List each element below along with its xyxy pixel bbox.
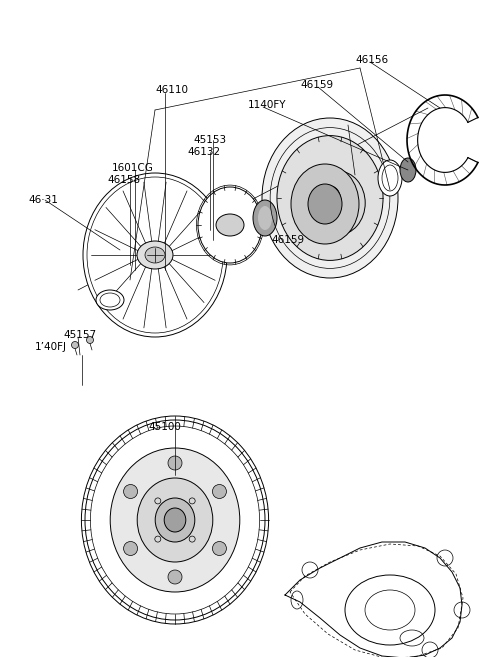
Circle shape — [123, 484, 138, 499]
Ellipse shape — [164, 508, 186, 532]
Text: 46159: 46159 — [271, 235, 304, 245]
Ellipse shape — [400, 158, 416, 182]
Ellipse shape — [216, 214, 244, 236]
Text: 45157: 45157 — [63, 330, 96, 340]
Circle shape — [213, 484, 227, 499]
Ellipse shape — [137, 478, 213, 562]
Text: 1140FY: 1140FY — [248, 100, 287, 110]
Ellipse shape — [110, 448, 240, 592]
Circle shape — [72, 342, 79, 348]
Ellipse shape — [145, 247, 165, 263]
Text: 45153: 45153 — [193, 135, 226, 145]
Ellipse shape — [291, 164, 359, 244]
Ellipse shape — [258, 206, 272, 230]
Ellipse shape — [320, 186, 340, 210]
Circle shape — [86, 336, 94, 344]
Text: 1’40FJ: 1’40FJ — [35, 342, 67, 352]
Text: 1601CG: 1601CG — [112, 163, 154, 173]
Ellipse shape — [96, 290, 124, 310]
Text: 46156: 46156 — [355, 55, 388, 65]
Text: 46110: 46110 — [155, 85, 188, 95]
Circle shape — [123, 541, 138, 556]
Ellipse shape — [85, 420, 265, 620]
Text: 46·31: 46·31 — [28, 195, 58, 205]
Ellipse shape — [308, 184, 342, 224]
Circle shape — [213, 541, 227, 556]
Ellipse shape — [155, 498, 195, 542]
Ellipse shape — [311, 171, 365, 235]
Ellipse shape — [198, 187, 262, 263]
Ellipse shape — [262, 118, 398, 278]
Ellipse shape — [137, 241, 173, 269]
Ellipse shape — [253, 200, 277, 236]
Circle shape — [168, 456, 182, 470]
Text: 46159: 46159 — [300, 80, 333, 90]
Ellipse shape — [378, 160, 402, 196]
Circle shape — [168, 570, 182, 584]
Text: 46132: 46132 — [187, 147, 220, 157]
Text: 46158: 46158 — [107, 175, 140, 185]
Ellipse shape — [83, 173, 227, 337]
Ellipse shape — [277, 135, 383, 260]
Text: 45100: 45100 — [148, 422, 181, 432]
